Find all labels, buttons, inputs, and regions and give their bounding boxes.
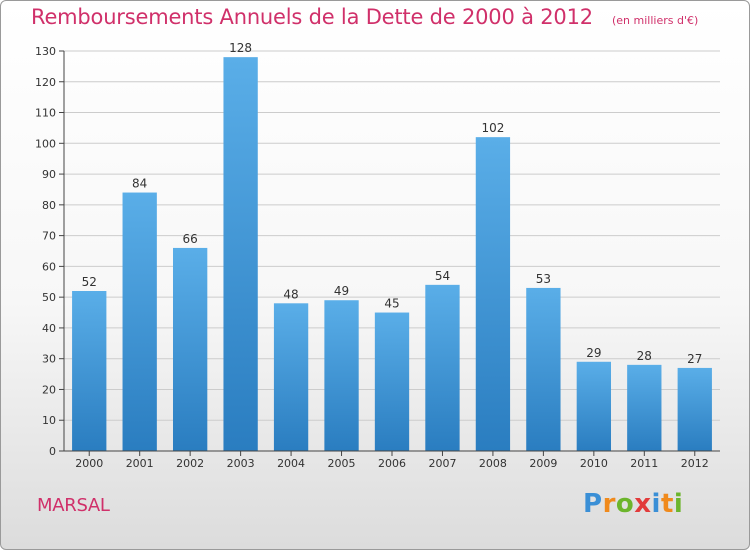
x-tick-label: 2010 (580, 457, 608, 470)
town-name: MARSAL (37, 495, 110, 516)
logo-letter: i (651, 489, 661, 519)
data-label: 53 (536, 272, 551, 286)
data-label: 128 (229, 41, 252, 55)
data-label: 29 (586, 346, 601, 360)
x-tick-label: 2001 (126, 457, 154, 470)
y-tick-label: 80 (42, 199, 56, 212)
data-label: 27 (687, 352, 702, 366)
y-tick-label: 30 (42, 353, 56, 366)
y-tick-label: 20 (42, 383, 56, 396)
bar (425, 284, 460, 451)
data-label: 28 (637, 349, 652, 363)
x-tick-label: 2012 (681, 457, 709, 470)
bar (72, 291, 107, 451)
x-tick-label: 2007 (428, 457, 456, 470)
data-label: 66 (183, 232, 198, 246)
y-tick-label: 10 (42, 414, 56, 427)
x-tick-label: 2009 (529, 457, 557, 470)
bar (122, 192, 157, 452)
bar (273, 303, 309, 451)
data-label: 52 (82, 275, 97, 289)
x-tick-label: 2006 (378, 457, 406, 470)
y-tick-label: 120 (35, 76, 56, 89)
x-tick-label: 2003 (227, 457, 255, 470)
y-tick-label: 70 (42, 230, 56, 243)
logo-letter: t (660, 489, 674, 519)
y-tick-label: 100 (35, 137, 56, 150)
data-label: 45 (384, 297, 399, 311)
bar (223, 57, 258, 452)
bar (324, 300, 359, 451)
axes (59, 50, 720, 456)
data-label: 54 (435, 269, 450, 283)
bar (576, 361, 612, 451)
proxiti-logo[interactable]: Proxiti (583, 489, 683, 519)
y-tick-label: 60 (42, 260, 56, 273)
x-tick-label: 2011 (630, 457, 658, 470)
y-tick-label: 110 (35, 107, 56, 120)
data-label: 102 (481, 121, 504, 135)
x-tick-label: 2008 (479, 457, 507, 470)
data-label: 49 (334, 284, 349, 298)
bar (627, 364, 662, 451)
y-tick-label: 40 (42, 322, 56, 335)
y-tick-label: 90 (42, 168, 56, 181)
logo-letter: i (673, 489, 684, 519)
bars (72, 57, 712, 452)
data-label: 84 (132, 177, 147, 191)
x-tick-label: 2002 (176, 457, 204, 470)
y-tick-label: 130 (35, 45, 56, 58)
y-tick-label: 50 (42, 291, 56, 304)
labels: 0 10 20 30 40 50 60 70 80 90 100 110 120 130 52 2000 84 2… (35, 41, 709, 470)
bar (677, 367, 712, 451)
title-row: Remboursements Annuels de la Dette de 20… (31, 5, 698, 29)
logo-letter: x (634, 489, 652, 519)
chart-subtitle: (en milliers d'€) (612, 14, 699, 27)
x-tick-label: 2004 (277, 457, 305, 470)
x-tick-label: 2000 (75, 457, 103, 470)
logo-letter: o (615, 489, 635, 519)
bar (374, 312, 410, 451)
bar (526, 287, 561, 451)
bar (172, 247, 208, 451)
y-tick-label: 0 (49, 445, 56, 458)
bar (475, 137, 511, 451)
data-label: 48 (283, 287, 298, 301)
chart-title: Remboursements Annuels de la Dette de 20… (31, 5, 593, 29)
logo-letter: r (602, 489, 616, 519)
logo-letter: P (583, 489, 603, 519)
x-tick-label: 2005 (328, 457, 356, 470)
